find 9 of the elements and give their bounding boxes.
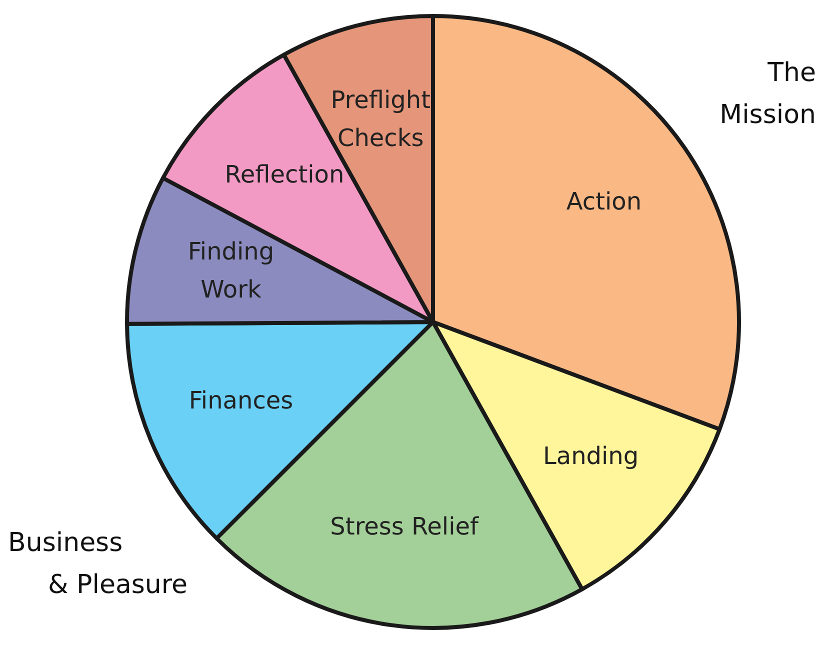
text: The Mission bbox=[718, 57, 816, 132]
slice-label: Action bbox=[566, 188, 642, 216]
slice-label: Finances bbox=[188, 386, 294, 414]
slice-label: Stress Relief bbox=[330, 512, 480, 540]
slice-label: Finding Work bbox=[188, 237, 274, 304]
text: Business & Pleasure bbox=[8, 527, 189, 602]
slice-label: Preflight Checks bbox=[330, 86, 431, 152]
slice-label: Landing bbox=[542, 442, 639, 470]
slice-label: Reflection bbox=[224, 160, 344, 188]
